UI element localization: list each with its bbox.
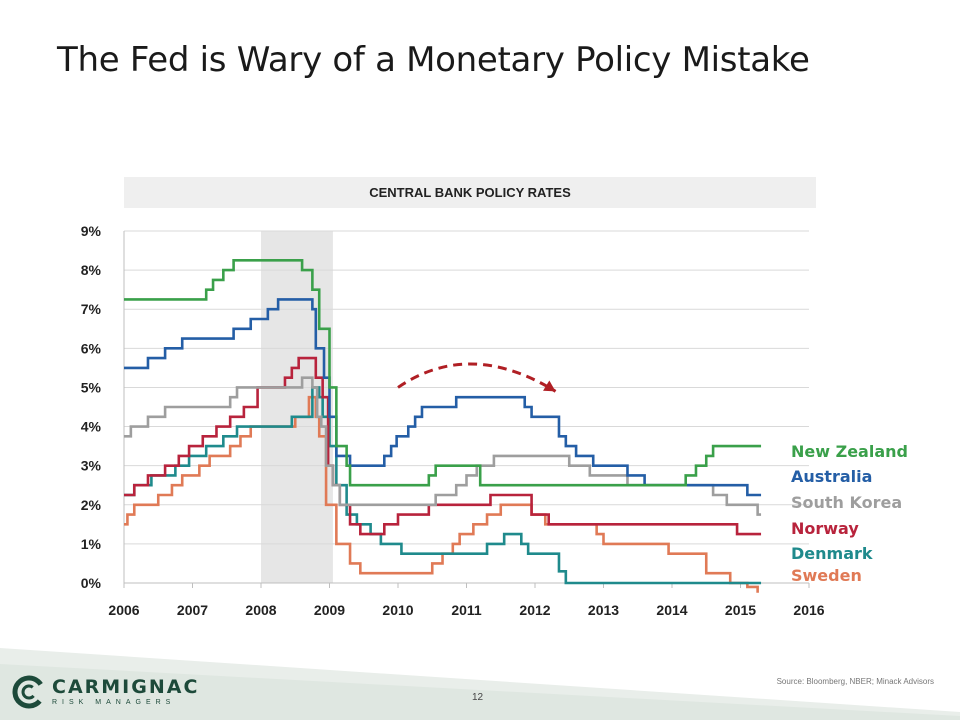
- y-tick-label: 3%: [81, 458, 102, 474]
- logo-subtitle: RISK MANAGERS: [52, 699, 176, 706]
- series-line-norway: [124, 356, 762, 536]
- y-tick-label: 9%: [81, 223, 102, 239]
- x-tick-label: 2012: [519, 602, 550, 618]
- y-tick-label: 4%: [81, 419, 102, 435]
- y-tick-label: 0%: [81, 575, 102, 591]
- legend-item-sweden: Sweden: [791, 566, 862, 585]
- trend-arrow-head: [543, 380, 556, 392]
- trend-arrow: [397, 362, 557, 393]
- x-tick-label: 2006: [108, 602, 139, 618]
- series-line-denmark: [124, 386, 762, 585]
- page-number: 12: [472, 692, 484, 703]
- x-tick-label: 2014: [656, 602, 687, 618]
- chart-title: CENTRAL BANK POLICY RATES: [124, 177, 816, 208]
- source-note: Source: Bloomberg, NBER; Minack Advisors: [776, 677, 934, 686]
- legend-item-denmark: Denmark: [791, 544, 873, 563]
- y-tick-label: 1%: [81, 536, 102, 552]
- legend-item-new-zealand: New Zealand: [791, 442, 908, 461]
- y-tick-label: 6%: [81, 340, 102, 356]
- x-tick-label: 2015: [725, 602, 756, 618]
- slide-title: The Fed is Wary of a Monetary Policy Mis…: [57, 40, 810, 80]
- y-tick-label: 2%: [81, 497, 102, 513]
- logo-name: CARMIGNAC: [52, 676, 200, 698]
- y-tick-label: 8%: [81, 262, 102, 278]
- legend-item-norway: Norway: [791, 519, 859, 538]
- carmignac-logo: CARMIGNAC RISK MANAGERS: [12, 675, 199, 709]
- carmignac-logo-icon: [12, 675, 46, 709]
- legend-item-south-korea: South Korea: [791, 493, 903, 512]
- x-tick-label: 2010: [382, 602, 413, 618]
- series-line-new-zealand: [124, 259, 762, 487]
- recession-band: [261, 231, 333, 583]
- x-tick-label: 2013: [588, 602, 619, 618]
- x-tick-label: 2011: [451, 602, 482, 618]
- x-tick-label: 2009: [314, 602, 345, 618]
- series-line-sweden: [124, 395, 759, 593]
- x-tick-label: 2007: [177, 602, 208, 618]
- series-line-south-korea: [124, 376, 762, 516]
- legend-item-australia: Australia: [791, 467, 873, 486]
- x-tick-label: 2008: [245, 602, 276, 618]
- y-tick-label: 5%: [81, 379, 102, 395]
- series-line-australia: [124, 298, 762, 497]
- x-tick-label: 2016: [793, 602, 824, 618]
- y-tick-label: 7%: [81, 301, 102, 317]
